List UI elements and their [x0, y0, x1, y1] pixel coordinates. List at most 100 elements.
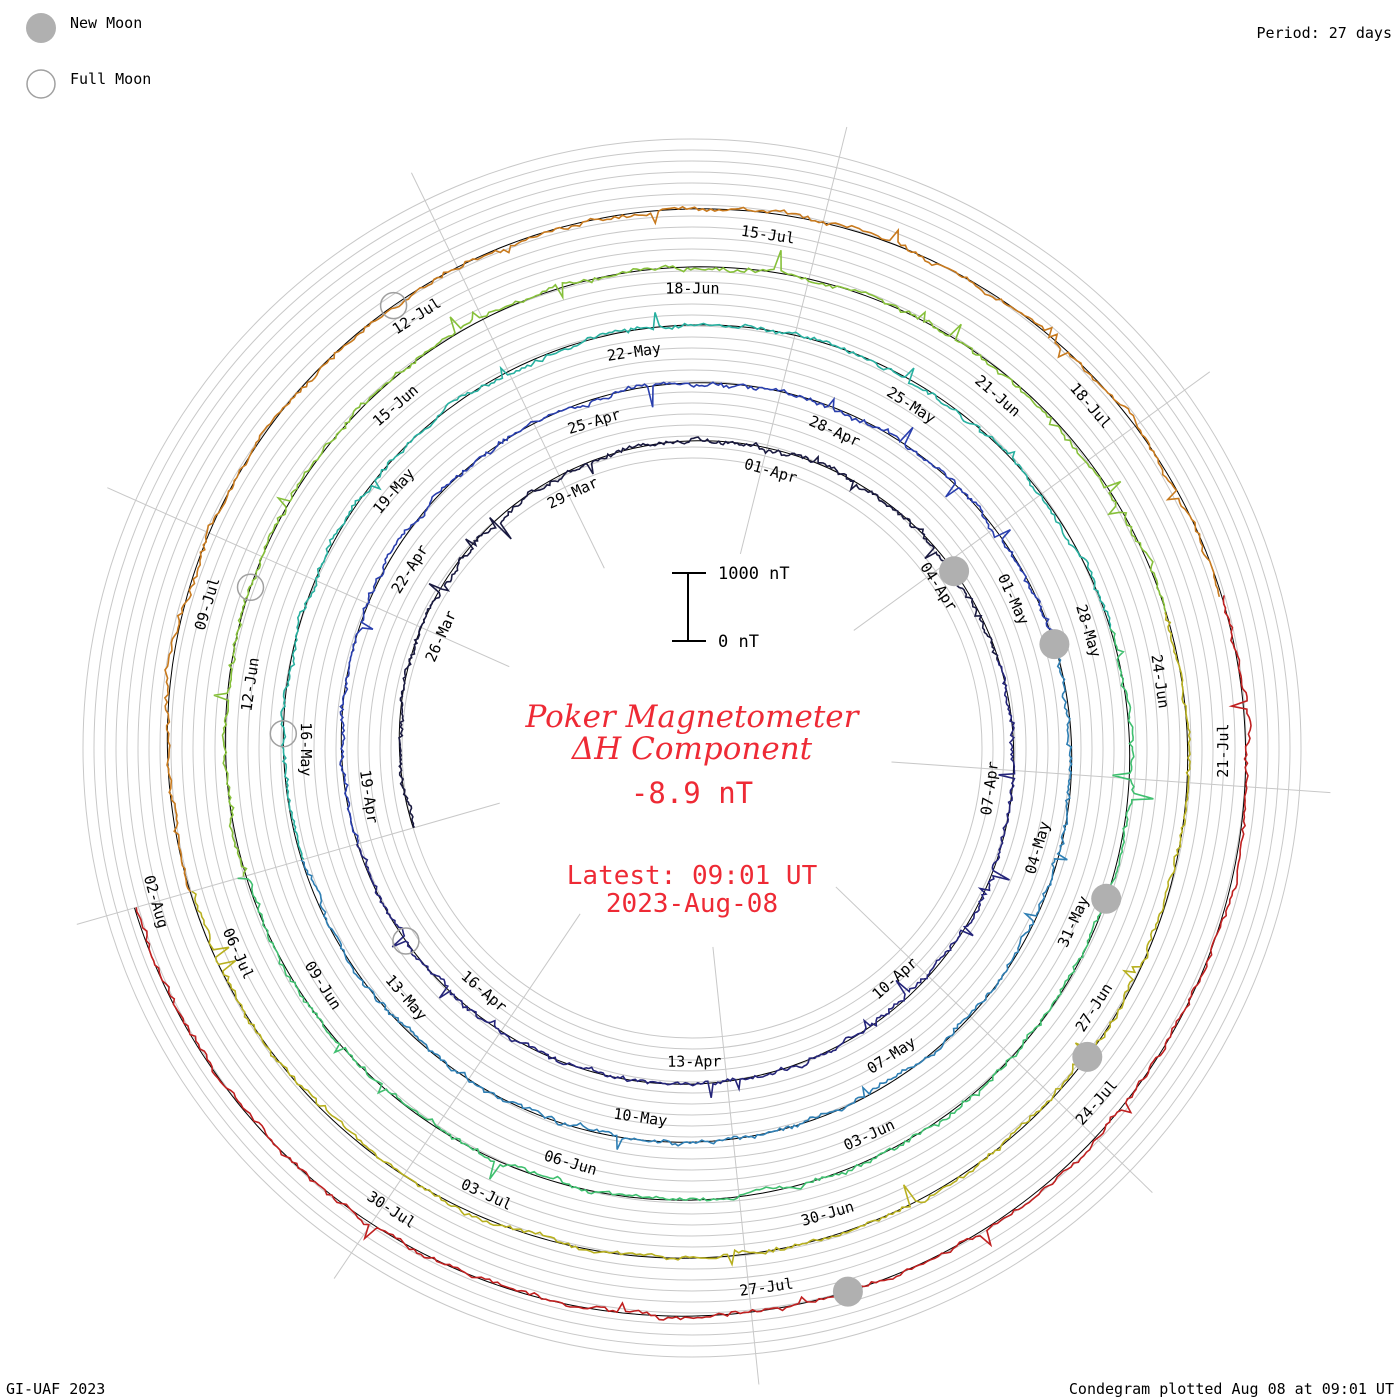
- date-label: 27-Jul: [738, 1275, 794, 1300]
- new-moon-marker: [1072, 1041, 1103, 1072]
- grid-circle: [247, 303, 1137, 1193]
- grid-circle: [126, 182, 1258, 1314]
- grid-circle: [368, 424, 1016, 1072]
- grid-circle: [302, 358, 1082, 1138]
- grid-circle: [170, 226, 1214, 1270]
- new-moon-icon: [26, 13, 56, 43]
- new-moon-marker: [1091, 883, 1122, 914]
- grid-circle: [104, 160, 1280, 1336]
- date-label: 06-Jun: [542, 1147, 599, 1179]
- trace-segment-9: [163, 205, 1221, 893]
- date-label: 12-Jun: [237, 656, 263, 712]
- date-label: 15-Jul: [740, 222, 796, 248]
- grid-spoke: [891, 761, 1331, 794]
- grid-spoke: [333, 913, 581, 1279]
- date-label: 28-Apr: [806, 412, 863, 451]
- grid-spoke: [853, 371, 1211, 631]
- grid-spoke: [107, 487, 510, 668]
- date-label: 26-Mar: [422, 608, 460, 665]
- grid-circle: [401, 457, 983, 1039]
- date-label: 25-May: [883, 383, 938, 427]
- trace-segment-8: [191, 612, 1191, 1267]
- date-label: 09-Jun: [301, 958, 345, 1013]
- current-value: -8.9 nT: [631, 776, 753, 810]
- trace-segment-3: [339, 381, 1058, 845]
- trace-segment-4: [300, 642, 1073, 1150]
- grid-circle: [82, 138, 1302, 1358]
- trace-segment-7: [213, 250, 1167, 877]
- legend-new-moon-label: New Moon: [70, 14, 142, 32]
- grid-circle: [269, 325, 1115, 1171]
- footer-credit: GI-UAF 2023: [6, 1380, 105, 1398]
- grid-circle: [324, 380, 1060, 1116]
- date-label: 01-Apr: [742, 455, 799, 487]
- date-label: 13-Apr: [667, 1052, 721, 1070]
- date-label: 09-Jul: [191, 575, 224, 632]
- grid-circle: [313, 369, 1071, 1127]
- date-label: 24-Jul: [1072, 1076, 1121, 1129]
- latest-date: 2023-Aug-08: [606, 889, 778, 919]
- grid-circle: [225, 281, 1159, 1215]
- date-label: 21-Jun: [971, 371, 1024, 420]
- trace-segment-2: [355, 660, 1016, 1098]
- new-moon-marker: [939, 556, 970, 587]
- date-label: 19-May: [369, 465, 418, 518]
- grid-circle: [357, 413, 1027, 1083]
- grid-spoke: [410, 172, 605, 569]
- grid-spoke: [76, 802, 500, 925]
- grid-circle: [291, 347, 1093, 1149]
- date-label: 28-May: [1072, 602, 1105, 659]
- grid-circle: [115, 171, 1269, 1325]
- date-label: 16-May: [297, 722, 315, 776]
- grid-circle: [236, 292, 1148, 1204]
- grid-circle: [390, 446, 994, 1050]
- footer-plotted-info: Condegram plotted Aug 08 at 09:01 UT: [1069, 1380, 1394, 1398]
- date-label: 10-May: [612, 1105, 668, 1130]
- moon-markers: [236, 291, 1122, 1307]
- grid-circle: [159, 215, 1225, 1281]
- full-moon-icon: [26, 69, 56, 99]
- full-moon-marker: [379, 291, 408, 320]
- grid-circle: [258, 314, 1126, 1182]
- date-label: 19-Apr: [356, 768, 382, 824]
- date-label: 10-Apr: [868, 954, 921, 1003]
- full-moon-marker: [236, 573, 265, 602]
- date-label: 24-Jun: [1147, 653, 1172, 709]
- legend-full-moon-label: Full Moon: [70, 70, 151, 88]
- trace-segment-5: [280, 312, 1112, 860]
- grid-circle: [203, 259, 1181, 1237]
- date-label: 02-Aug: [140, 873, 172, 930]
- grid-circle: [192, 248, 1192, 1248]
- chart-title: Poker Magnetometer: [525, 699, 861, 735]
- date-label: 30-Jun: [799, 1197, 856, 1229]
- grid-circle: [280, 336, 1104, 1160]
- scale-bar-top-label: 1000 nT: [718, 564, 790, 584]
- scale-bar-bottom-label: 0 nT: [718, 632, 759, 652]
- date-label: 04-May: [1021, 819, 1053, 876]
- latest-time: Latest: 09:01 UT: [567, 861, 818, 891]
- new-moon-marker: [1039, 629, 1070, 660]
- new-moon-marker: [832, 1276, 863, 1307]
- trace-segment-1: [398, 436, 999, 829]
- date-label: 18-Jul: [1066, 379, 1115, 432]
- full-moon-marker: [392, 927, 420, 955]
- grid-circle: [148, 204, 1236, 1292]
- date-label: 06-Jul: [219, 925, 258, 982]
- grid-circle: [346, 402, 1038, 1094]
- grid-circles: [82, 138, 1302, 1358]
- grid-spokes: [76, 126, 1331, 1385]
- period-label: Period: 27 days: [1257, 24, 1392, 42]
- grid-spoke: [835, 886, 1153, 1193]
- grid-circle: [214, 270, 1170, 1226]
- date-label: 21-Jul: [1214, 723, 1232, 777]
- full-moon-marker: [269, 719, 298, 748]
- date-label: 18-Jun: [665, 279, 719, 297]
- grid-circle: [335, 391, 1049, 1105]
- grid-circle: [379, 435, 1005, 1061]
- grid-spoke: [739, 126, 848, 555]
- grid-circle: [93, 149, 1291, 1347]
- chart-subtitle: ΔH Component: [571, 731, 813, 767]
- date-label: 03-Jul: [458, 1175, 515, 1214]
